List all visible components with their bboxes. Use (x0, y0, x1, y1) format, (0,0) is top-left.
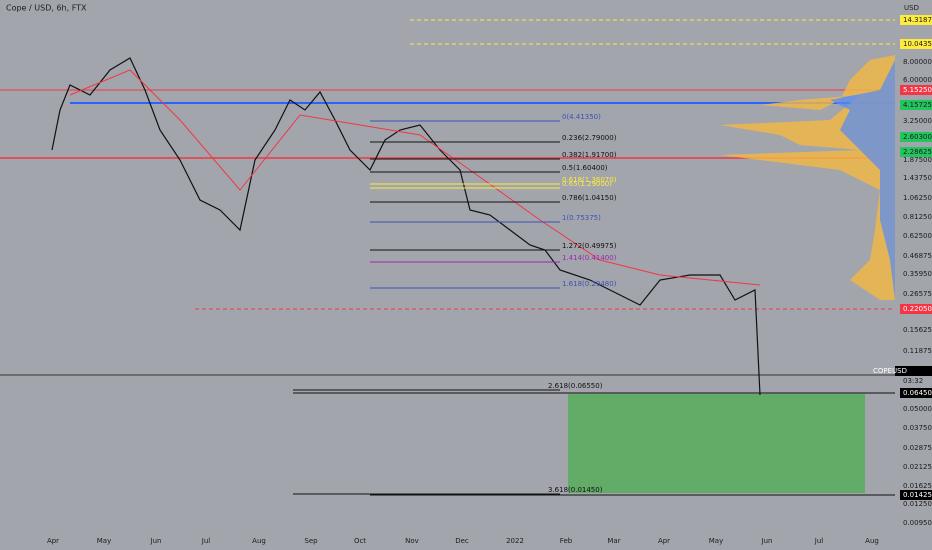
time-label: 2022 (506, 537, 524, 545)
price-label: 0.22050 (903, 305, 932, 313)
fib-label: 1.272(0.49975) (562, 242, 617, 250)
price-tag (900, 39, 932, 49)
price-label: 0.35950 (903, 270, 932, 278)
price-label: 5.15250 (903, 86, 932, 94)
chart-title: Cope / USD, 6h, FTX (6, 4, 87, 13)
time-label: Jun (761, 537, 773, 545)
currency: USD (904, 4, 919, 12)
fib-label: 1.618(0.29480) (562, 280, 617, 288)
symbol: COPEUSD (873, 367, 907, 375)
time-axis: Apr May Jun Jul Aug Sep Oct Nov Dec 2022 Feb Mar Apr… (47, 537, 879, 545)
price-label: 2.60300 (903, 133, 932, 141)
price-tag (900, 490, 932, 500)
fib-label: 0.5(1.60400) (562, 164, 608, 172)
price-label: 0.01625 (903, 482, 932, 490)
fib-label: 0.236(2.79000) (562, 134, 617, 142)
fib-label: 0.382(1.91700) (562, 151, 617, 159)
price-label: 10.04350 (903, 40, 932, 48)
time-label: Oct (354, 537, 366, 545)
time-label: Jul (201, 537, 211, 545)
time-label: Aug (252, 537, 266, 545)
price-label: 0.26575 (903, 290, 932, 298)
fib-label: 2.618(0.06550) (548, 382, 603, 390)
price-label: 0.11875 (903, 347, 932, 355)
price-label: 1.06250 (903, 194, 932, 202)
time-label: Sep (304, 537, 318, 545)
price-label: 0.02875 (903, 444, 932, 452)
price-label: 0.15625 (903, 326, 932, 334)
price-label: 0.62500 (903, 232, 932, 240)
price-tag (900, 85, 932, 95)
price-label: 0.01425 (903, 491, 932, 499)
time-label: Mar (607, 537, 620, 545)
fib-levels: 0(4.41350) 0.236(2.79000) 0.382(1.91700) 0.… (293, 113, 617, 495)
time-label: Jul (814, 537, 824, 545)
price-tag (900, 100, 932, 110)
time-label: Apr (47, 537, 59, 545)
price-tag (900, 147, 932, 157)
fib-label: 3.618(0.01450) (548, 486, 603, 494)
price-tag (900, 304, 932, 314)
time-label: May (97, 537, 111, 545)
time-label: Aug (865, 537, 879, 545)
fib-label: 0.618(1.36070) (562, 176, 617, 184)
price-axis: 14.31875 10.04350 8.00000 6.00000 5.15250 4.1… (900, 15, 932, 527)
price-label: 0.00950 (903, 519, 932, 527)
price-label: 3.25000 (903, 117, 932, 125)
price-label: 2.28625 (903, 148, 932, 156)
price-label: 0.46875 (903, 252, 932, 260)
price-label: 14.31875 (903, 16, 932, 24)
fib-label: 1.414(0.41400) (562, 254, 617, 262)
price-tag (900, 388, 932, 398)
time-label: Feb (560, 537, 573, 545)
price-label: 0.02125 (903, 463, 932, 471)
fib-label: 1(0.75375) (562, 214, 601, 222)
time-label: Nov (405, 537, 419, 545)
drawings (0, 19, 895, 496)
price-tag (900, 15, 932, 25)
price-label: 8.00000 (903, 58, 932, 66)
price-label: 0.06450 (903, 389, 932, 397)
price-label: 1.87500 (903, 156, 932, 164)
fib-label: 0.786(1.04150) (562, 194, 617, 202)
fib-label: 0(4.41350) (562, 113, 601, 121)
price-label: 6.00000 (903, 76, 932, 84)
time-label: Dec (455, 537, 469, 545)
time-label: May (709, 537, 723, 545)
price-label: 0.81250 (903, 213, 932, 221)
time-label: Apr (658, 537, 670, 545)
price-label: 1.43750 (903, 174, 932, 182)
price-label: 0.03750 (903, 424, 932, 432)
time-label: Jun (150, 537, 162, 545)
countdown: 03:32 (903, 377, 923, 385)
price-label: 4.15725 (903, 101, 932, 109)
price-tag (900, 132, 932, 142)
price-label: 0.05000 (903, 405, 932, 413)
fib-label: 0.65(1.29000) (562, 180, 612, 188)
price-label: 0.01250 (903, 500, 932, 508)
symbol-tag (895, 366, 932, 376)
